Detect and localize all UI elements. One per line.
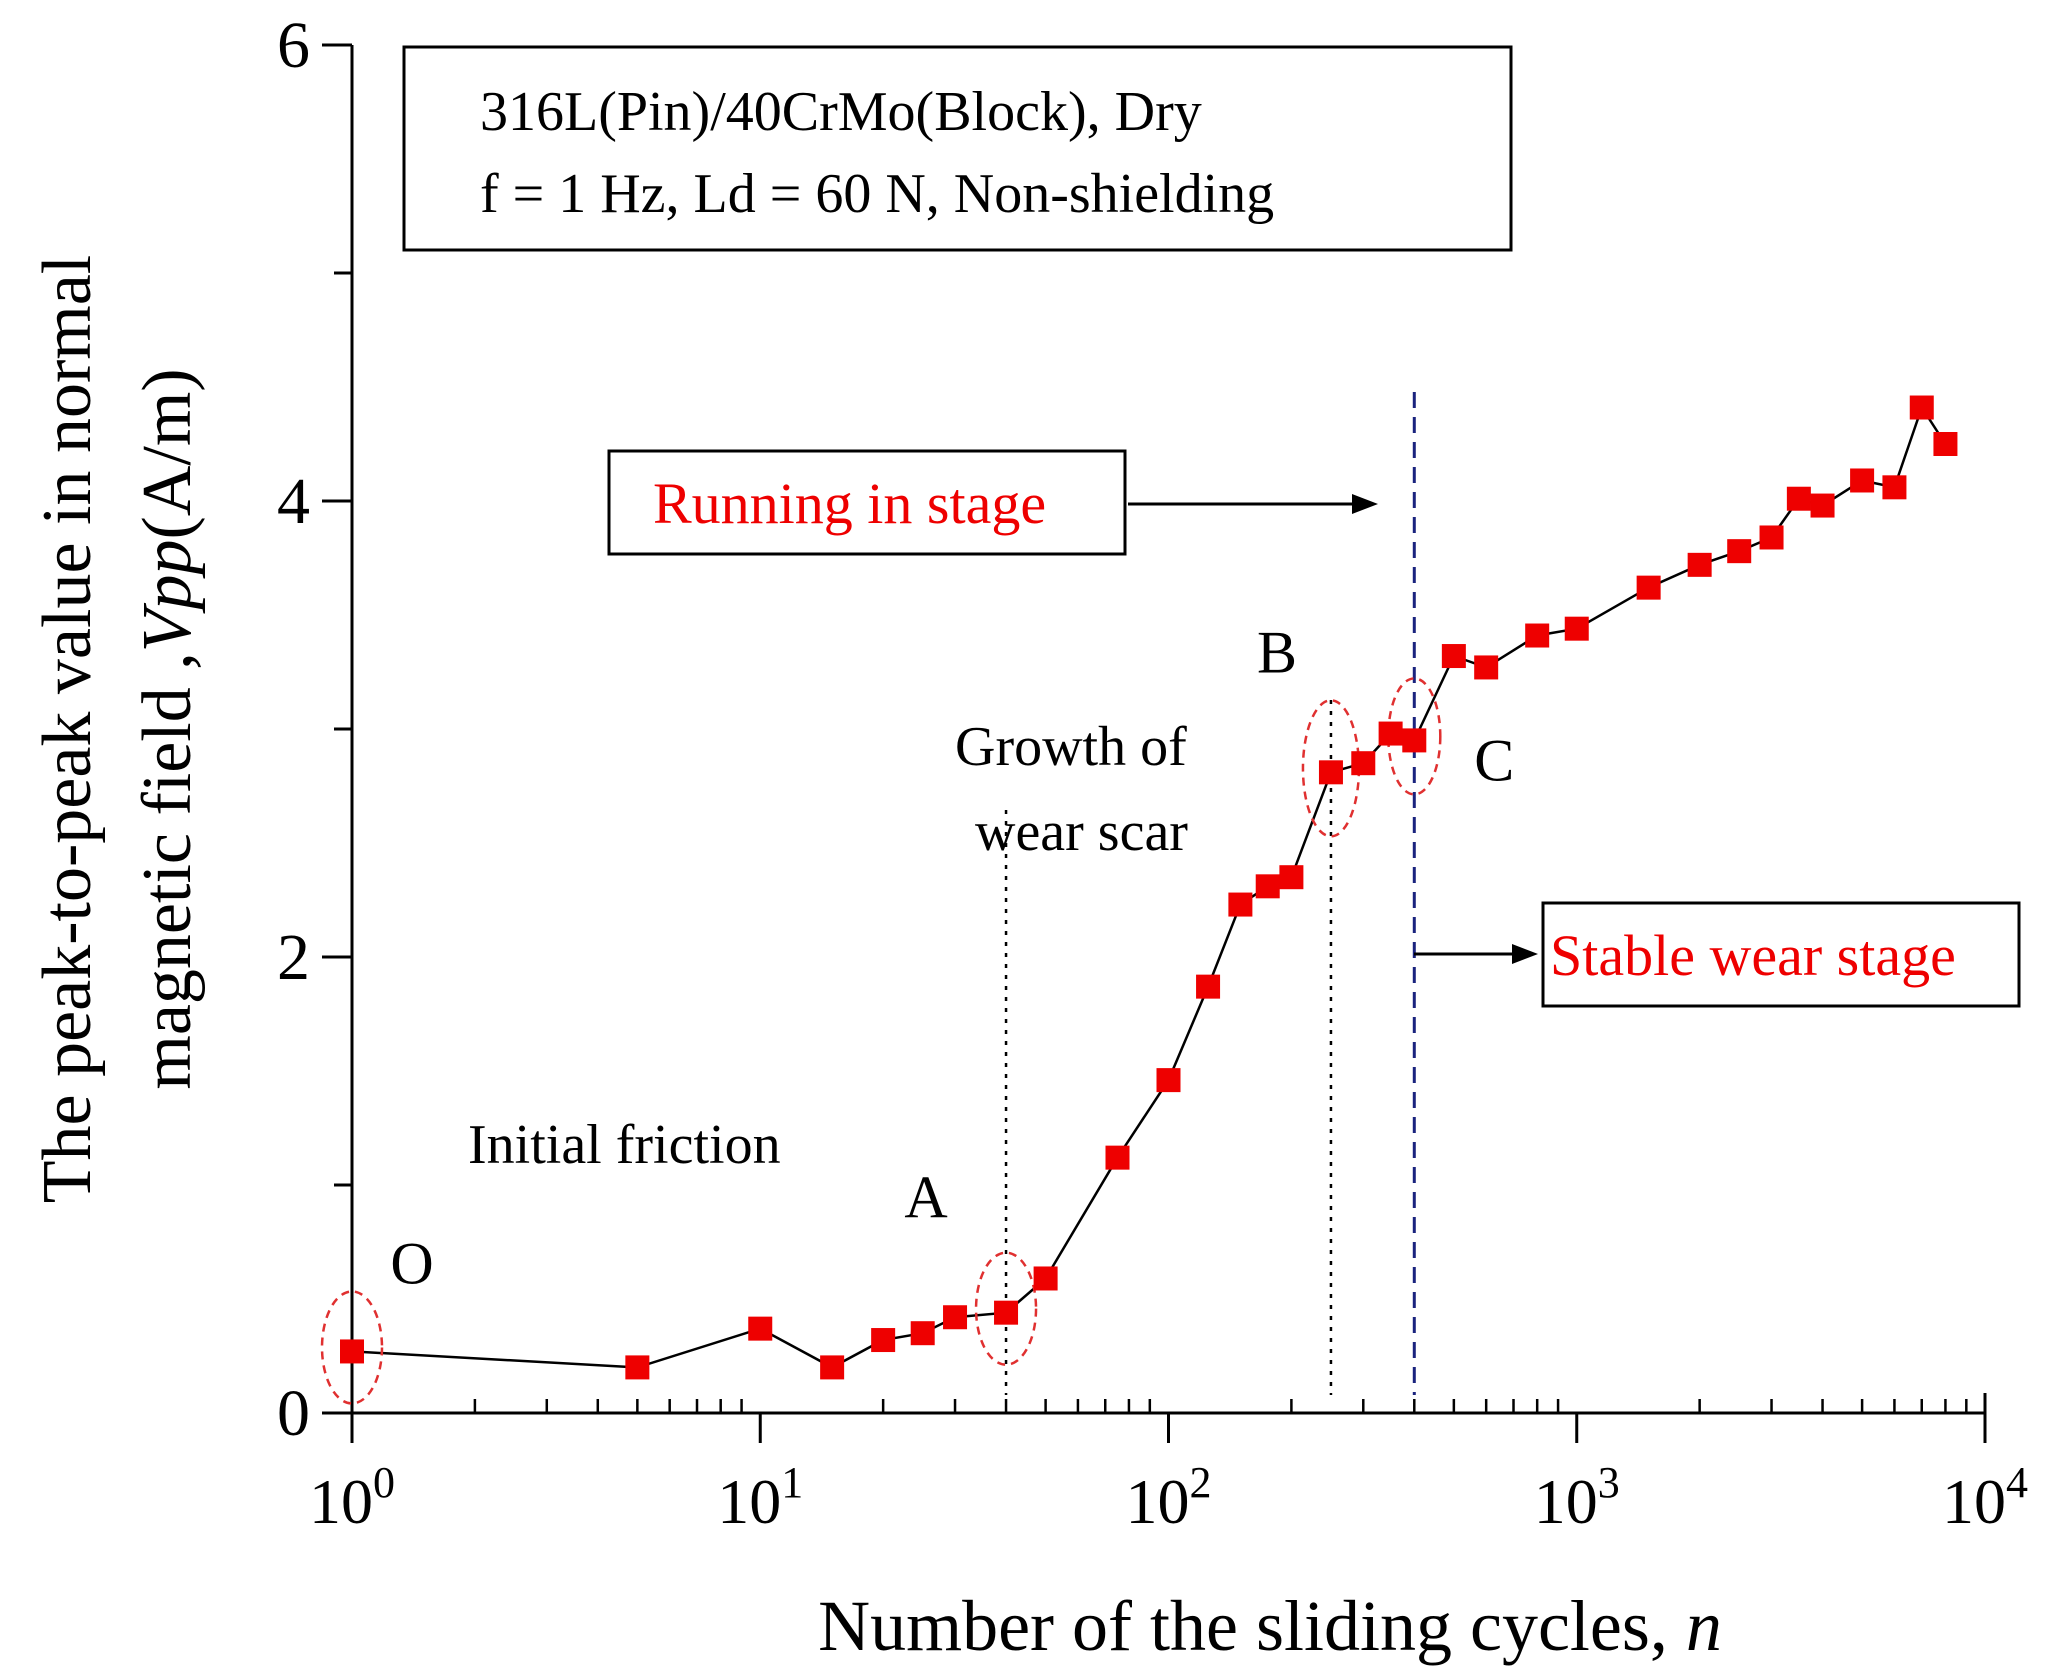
y-axis-label-line-1: The peak-to-peak value in normal: [29, 255, 106, 1204]
data-point: [1909, 395, 1934, 420]
data-point: [1228, 892, 1253, 917]
data-point: [340, 1339, 364, 1364]
data-point: [1318, 760, 1343, 785]
highlights: [320, 677, 1442, 1405]
y-tick-label: 4: [277, 465, 310, 538]
data-point: [871, 1328, 896, 1353]
y-ticks: 0 2 4 6: [277, 9, 352, 1450]
data-point: [1933, 432, 1958, 456]
data-point: [1196, 974, 1221, 999]
running-in-stage: Running in stage: [607, 449, 1378, 556]
data-point: [910, 1321, 935, 1346]
data-point: [1105, 1145, 1130, 1170]
series-line-path: [351, 404, 1947, 1369]
x-tick-label: 100: [309, 1458, 395, 1537]
data-point: [1441, 644, 1466, 669]
y-tick-label: 6: [277, 9, 310, 82]
x-axis-label: Number of the sliding cycles, n: [818, 1586, 1722, 1666]
x-tick-base: 10: [717, 1466, 781, 1537]
data-point: [1351, 751, 1376, 776]
highlight-ellipse: [320, 1290, 384, 1405]
legend-line-2: f = 1 Hz, Ld = 60 N, Non-shielding: [480, 163, 1274, 225]
x-tick-exponent: 2: [1190, 1458, 1212, 1507]
x-tick-base: 10: [309, 1466, 373, 1537]
y-tick-label: 2: [277, 921, 310, 994]
stable-wear-stage-label: Stable wear stage: [1550, 923, 1956, 988]
data-point: [625, 1355, 650, 1380]
legend-box: 316L(Pin)/40CrMo(Block), Dry f = 1 Hz, L…: [402, 45, 1513, 252]
data-point: [1525, 623, 1550, 648]
point-labels: O A B C: [390, 619, 1514, 1296]
data-point: [1850, 468, 1875, 493]
x-tick-label: 102: [1126, 1458, 1212, 1537]
y-axis-label-var: Vpp: [129, 539, 206, 652]
x-tick-exponent: 4: [2006, 1458, 2028, 1507]
data-point: [1786, 486, 1811, 511]
point-label-b: B: [1257, 619, 1297, 685]
y-tick-label: 0: [277, 1377, 310, 1450]
stable-wear-stage: Stable wear stage: [1414, 901, 2021, 1008]
point-label-a: A: [904, 1165, 947, 1231]
annotation-initial-friction: Initial friction: [468, 1114, 781, 1176]
data-point: [1255, 874, 1280, 899]
annotation-wear-scar: wear scar: [975, 801, 1188, 863]
legend-box-frame: [402, 45, 1513, 252]
y-axis-label-unit: (A/m): [129, 368, 206, 539]
x-tick-exponent: 3: [1598, 1458, 1620, 1507]
data-point: [1402, 728, 1427, 753]
x-tick-base: 10: [1942, 1466, 2006, 1537]
data-point: [1564, 616, 1589, 641]
x-ticks: 100 101 102 103 104: [309, 1399, 2028, 1537]
stable-wear-arrow-head: [1512, 944, 1538, 964]
x-tick-base: 10: [1534, 1466, 1598, 1537]
highlight-ellipse: [1387, 677, 1442, 796]
x-tick-base: 10: [1126, 1466, 1190, 1537]
data-point: [943, 1305, 968, 1330]
y-axis-label-text: magnetic field ,: [129, 652, 206, 1089]
data-point: [1279, 865, 1304, 890]
data-point: [994, 1300, 1019, 1325]
y-axis-label-line-2-group: magnetic field ,Vpp(A/m): [129, 368, 206, 1089]
x-axis-label-text: Number of the sliding cycles,: [818, 1586, 1686, 1666]
data-point: [1759, 525, 1784, 550]
data-point: [1882, 475, 1907, 500]
running-in-stage-frame: [607, 449, 1127, 556]
stable-wear-stage-frame: [1541, 901, 2021, 1008]
data-point: [748, 1316, 773, 1341]
x-tick-exponent: 0: [373, 1458, 395, 1507]
y-axis-label-line-2: magnetic field ,Vpp(A/m): [129, 368, 206, 1089]
data-point: [820, 1355, 845, 1380]
vertical-lines: [1004, 392, 1416, 1395]
legend-line-1: 316L(Pin)/40CrMo(Block), Dry: [480, 81, 1202, 143]
running-in-stage-label: Running in stage: [653, 471, 1046, 536]
data-point: [1474, 655, 1499, 680]
markers: [340, 395, 1958, 1380]
data-point: [1156, 1068, 1181, 1093]
data-point: [1033, 1266, 1058, 1291]
data-point: [1727, 539, 1752, 564]
x-tick-exponent: 1: [781, 1458, 803, 1507]
x-tick-label: 101: [717, 1458, 803, 1537]
data-point: [1636, 575, 1661, 600]
point-label-o: O: [390, 1230, 433, 1296]
series-line: [351, 404, 1947, 1369]
running-in-arrow-head: [1352, 494, 1378, 514]
data-point: [1378, 721, 1403, 746]
x-axis-label-var: n: [1686, 1586, 1722, 1666]
point-label-c: C: [1474, 727, 1514, 793]
x-tick-label: 104: [1942, 1458, 2028, 1537]
x-tick-label: 103: [1534, 1458, 1620, 1537]
data-point: [1810, 493, 1835, 518]
highlight-ellipse: [974, 1251, 1038, 1366]
data-point: [1687, 552, 1712, 577]
y-axis-label-line-1-group: The peak-to-peak value in normal: [29, 255, 106, 1204]
annotation-growth-of: Growth of: [955, 716, 1187, 778]
